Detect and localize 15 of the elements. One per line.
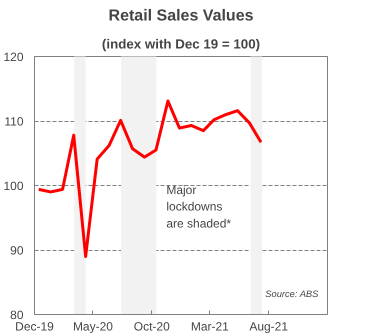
x-tick-label: May-20 <box>72 320 114 334</box>
y-tick-label: 90 <box>10 244 24 258</box>
y-tick-label: 110 <box>4 114 24 128</box>
annotation: Source: ABS <box>265 289 320 300</box>
chart-title: Retail Sales Values <box>108 8 254 24</box>
x-tick-label: Oct-20 <box>134 320 170 334</box>
annotation: Major lockdowns are shaded* <box>166 182 232 231</box>
y-tick-label: 80 <box>10 308 24 322</box>
x-tick-label: Dec-19 <box>15 320 54 334</box>
line-series <box>37 100 262 258</box>
y-tick-label: 100 <box>3 179 24 193</box>
x-tick-label: Aug-21 <box>249 320 288 334</box>
x-tick-label: Mar-21 <box>190 320 230 334</box>
chart-subtitle: (index with Dec 19 = 100) <box>102 36 260 52</box>
y-tick-label: 120 <box>3 50 24 64</box>
